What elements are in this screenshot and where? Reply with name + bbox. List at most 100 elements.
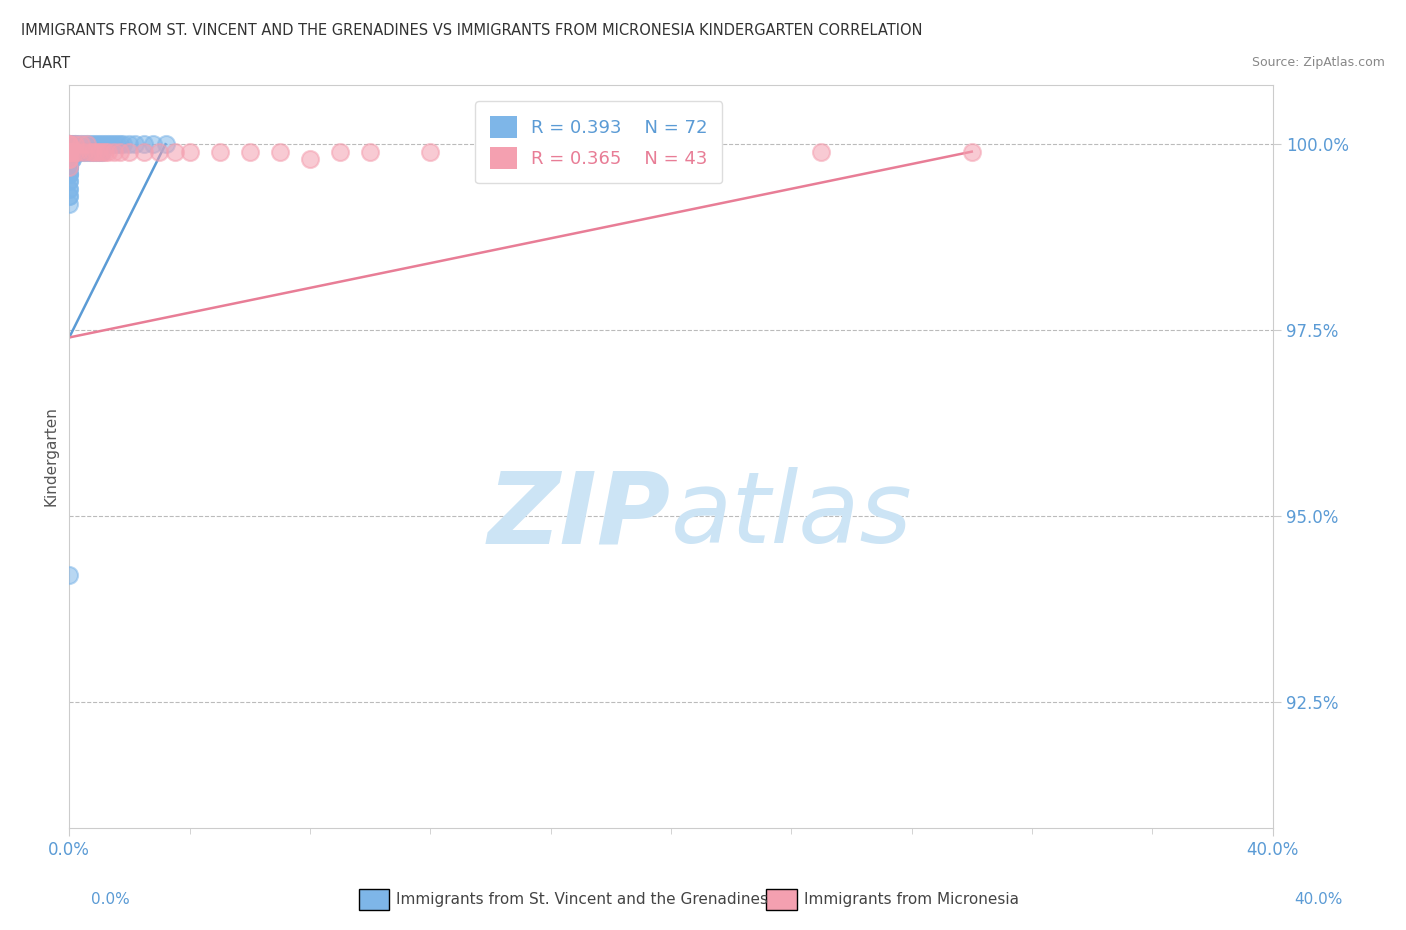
Point [58, 144, 80, 159]
Point [84, 137, 107, 152]
Point [58, 137, 80, 152]
Point [58, 189, 80, 204]
Text: Immigrants from St. Vincent and the Grenadines: Immigrants from St. Vincent and the Gren… [396, 892, 769, 907]
Point [690, 144, 713, 159]
Point [58, 568, 80, 583]
Point [599, 144, 621, 159]
Point [76, 137, 98, 152]
Point [58, 137, 80, 152]
Point [89, 144, 111, 159]
Point [76, 137, 98, 152]
Point [103, 137, 125, 152]
Point [298, 152, 321, 166]
Point [58, 152, 80, 166]
Point [58, 159, 80, 174]
Point [58, 137, 80, 152]
Point [58, 144, 80, 159]
Text: IMMIGRANTS FROM ST. VINCENT AND THE GRENADINES VS IMMIGRANTS FROM MICRONESIA KIN: IMMIGRANTS FROM ST. VINCENT AND THE GREN… [21, 23, 922, 38]
Point [58, 152, 80, 166]
Point [65, 137, 87, 152]
Point [76, 144, 98, 159]
Point [118, 144, 141, 159]
Point [58, 189, 80, 204]
Point [810, 144, 832, 159]
Point [65, 144, 87, 159]
Point [65, 144, 87, 159]
Point [58, 144, 80, 159]
Point [91, 144, 114, 159]
Point [155, 137, 177, 152]
Point [60, 137, 83, 152]
Point [70, 137, 93, 152]
Point [58, 196, 80, 211]
Point [65, 137, 87, 152]
Point [58, 159, 80, 174]
Point [60, 144, 83, 159]
Point [97, 137, 120, 152]
Point [58, 174, 80, 189]
Point [58, 144, 80, 159]
Point [112, 137, 135, 152]
Point [65, 144, 87, 159]
Point [79, 144, 101, 159]
Text: Immigrants from Micronesia: Immigrants from Micronesia [804, 892, 1019, 907]
Point [58, 144, 80, 159]
Point [58, 166, 80, 181]
Point [73, 144, 96, 159]
Point [142, 137, 165, 152]
Point [60, 137, 83, 152]
Text: atlas: atlas [671, 468, 912, 565]
Point [89, 137, 111, 152]
Point [110, 137, 132, 152]
Point [73, 137, 96, 152]
Point [134, 144, 156, 159]
Point [269, 144, 291, 159]
Point [134, 137, 156, 152]
Point [70, 144, 93, 159]
Point [58, 166, 80, 181]
Point [60, 144, 83, 159]
Point [58, 166, 80, 181]
Point [60, 152, 83, 166]
Point [94, 144, 117, 159]
Point [105, 137, 128, 152]
Point [58, 144, 80, 159]
Point [58, 152, 80, 166]
Point [239, 144, 262, 159]
Point [58, 137, 80, 152]
Text: ZIP: ZIP [488, 468, 671, 565]
Point [58, 144, 80, 159]
Point [179, 144, 201, 159]
Point [89, 144, 111, 159]
Point [82, 137, 104, 152]
Point [84, 144, 107, 159]
Point [84, 144, 107, 159]
Point [70, 137, 93, 152]
Point [329, 144, 352, 159]
Point [67, 144, 90, 159]
Point [58, 144, 80, 159]
Point [67, 144, 90, 159]
Point [118, 137, 141, 152]
Point [65, 137, 87, 152]
Text: CHART: CHART [21, 56, 70, 71]
Point [82, 144, 104, 159]
Point [79, 144, 101, 159]
Legend: R = 0.393    N = 72, R = 0.365    N = 43: R = 0.393 N = 72, R = 0.365 N = 43 [475, 101, 723, 183]
Text: Source: ZipAtlas.com: Source: ZipAtlas.com [1251, 56, 1385, 69]
Point [91, 137, 114, 152]
Point [58, 181, 80, 196]
Point [73, 144, 96, 159]
Point [91, 144, 114, 159]
Point [100, 137, 122, 152]
Text: 0.0%: 0.0% [91, 892, 131, 907]
Point [58, 137, 80, 152]
Point [94, 137, 117, 152]
Point [208, 144, 231, 159]
Point [58, 159, 80, 174]
Point [58, 181, 80, 196]
Point [58, 144, 80, 159]
Point [58, 137, 80, 152]
Point [359, 144, 381, 159]
Point [60, 144, 83, 159]
